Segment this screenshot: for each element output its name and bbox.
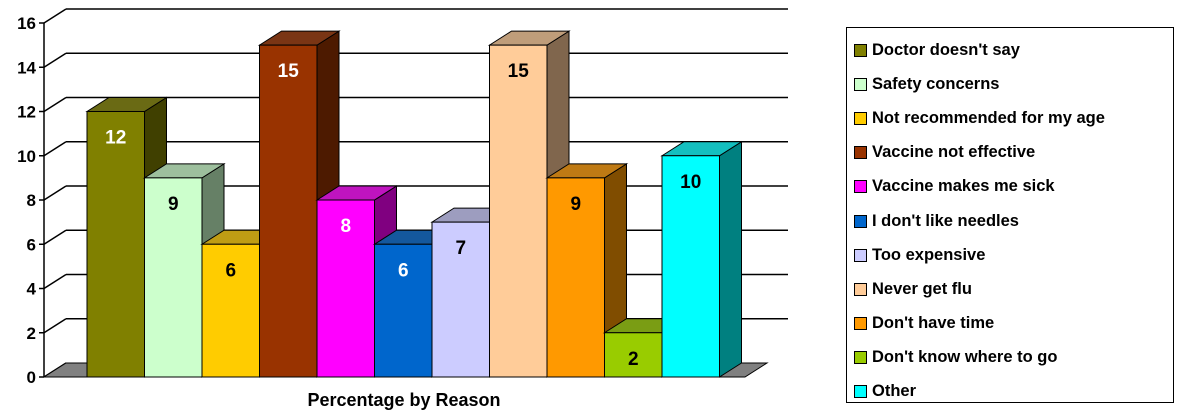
legend-item: Vaccine not effective [847,136,1173,170]
legend-label: Doctor doesn't say [872,40,1020,59]
bar-9 [545,162,629,378]
legend-label: Safety concerns [872,74,1000,93]
legend-label: I don't like needles [872,211,1019,230]
bar-front [259,44,318,378]
y-tick-label: 12 [17,103,36,122]
bar-front [86,111,145,378]
data-label: 7 [455,238,466,259]
legend-label: Not recommended for my age [872,108,1105,127]
legend-swatch [854,214,867,228]
gridline-diagonal [43,141,67,157]
y-tick-label: 6 [27,235,36,254]
legend: Doctor doesn't say Safety concerns Not rec… [846,27,1174,403]
legend-swatch [854,248,867,262]
data-label: 2 [628,349,639,370]
data-label: 9 [168,194,179,215]
legend-item: Don't know where to go [847,341,1173,375]
legend-label: Don't have time [872,314,995,333]
axis-layer: 0 2 4 6 8 10 12 14 16 [17,14,45,387]
data-label: 15 [278,61,300,82]
gridline-diagonal [43,318,67,334]
bar-front [144,177,203,378]
legend-item: Safety concerns [847,67,1173,101]
legend-label: Too expensive [872,245,986,264]
legend-label: Vaccine makes me sick [872,177,1055,196]
legend-swatch [854,43,867,57]
legend-swatch [854,385,867,399]
bar-chart: 12 9 6 15 8 6 7 15 9 2 10 0 2 4 6 8 10 12 14 16 Percentage… [17,8,788,410]
legend-item: Never get flu [847,272,1173,306]
legend-swatch [854,77,867,91]
data-label: 10 [680,172,701,193]
bar-front [661,155,720,378]
bar-front [489,44,548,378]
legend-item: Don't have time [847,307,1173,341]
gridline-diagonal [43,185,67,201]
legend-swatch [854,146,867,160]
legend-item: Doctor doesn't say [847,33,1173,67]
legend-item: Vaccine makes me sick [847,170,1173,204]
legend-item: I don't like needles [847,204,1173,238]
bar-front [546,177,605,378]
bar-side [719,140,742,378]
gridline-diagonal [43,273,67,290]
y-tick-label: 16 [17,14,36,33]
data-label: 9 [570,194,581,215]
bars-layer: 12 9 6 15 8 6 7 15 9 2 10 [85,30,744,378]
bar-front [604,332,663,378]
y-tick-label: 2 [27,324,36,343]
legend-label: Vaccine not effective [872,143,1036,162]
data-label: 6 [225,260,236,281]
legend-label: Don't know where to go [872,348,1058,367]
y-tick-label: 14 [17,58,36,77]
legend-item: Not recommended for my age [847,101,1173,135]
legend-label: Other [872,382,917,401]
legend-swatch [854,317,867,331]
gridline-diagonal [43,229,67,245]
data-label: 15 [508,61,530,82]
legend-swatch [854,282,867,296]
data-label: 8 [340,216,351,237]
bar-11 [660,140,744,378]
legend-item: Too expensive [847,238,1173,272]
y-tick-label: 4 [27,280,37,299]
data-label: 6 [398,260,409,281]
x-axis-title: Percentage by Reason [307,390,500,410]
gridline-diagonal [43,96,67,113]
y-tick-label: 8 [27,191,36,210]
legend-swatch [854,111,867,125]
gridline-diagonal [43,8,67,24]
legend-label: Never get flu [872,279,972,298]
gridline-diagonal [43,52,67,68]
legend-item: Other [847,375,1173,409]
bar-front [431,221,490,378]
legend-swatch [854,351,867,365]
legend-swatch [854,180,867,194]
y-tick-label: 10 [17,147,36,166]
bar-front [316,199,375,378]
y-tick-label: 0 [27,368,36,387]
data-label: 12 [105,128,126,149]
bar-front [201,243,260,378]
